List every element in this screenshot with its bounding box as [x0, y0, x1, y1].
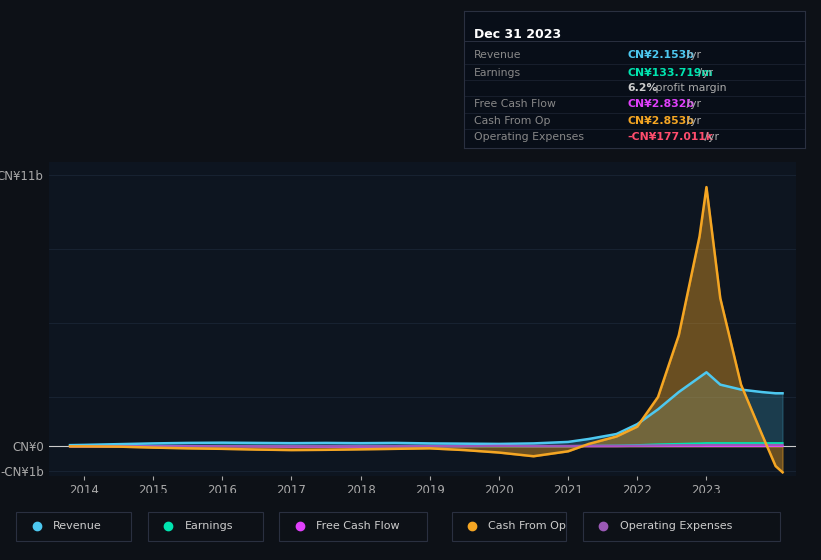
Text: Operating Expenses: Operating Expenses — [474, 132, 584, 142]
Bar — [16, 512, 131, 541]
Text: /yr: /yr — [682, 100, 700, 110]
Bar — [148, 512, 263, 541]
Text: /yr: /yr — [701, 132, 719, 142]
Text: Dec 31 2023: Dec 31 2023 — [474, 27, 562, 41]
Bar — [452, 512, 566, 541]
Text: CN¥133.719m: CN¥133.719m — [627, 68, 713, 78]
Text: Cash From Op: Cash From Op — [474, 116, 551, 126]
Text: Operating Expenses: Operating Expenses — [620, 521, 732, 531]
Text: CN¥2.153b: CN¥2.153b — [627, 50, 695, 60]
Text: /yr: /yr — [682, 50, 700, 60]
Text: Earnings: Earnings — [474, 68, 521, 78]
Text: Earnings: Earnings — [185, 521, 233, 531]
Text: Revenue: Revenue — [474, 50, 521, 60]
Text: profit margin: profit margin — [652, 83, 727, 93]
Text: Free Cash Flow: Free Cash Flow — [316, 521, 400, 531]
Text: CN¥2.853b: CN¥2.853b — [627, 116, 695, 126]
Text: CN¥2.832b: CN¥2.832b — [627, 100, 695, 110]
Text: Free Cash Flow: Free Cash Flow — [474, 100, 556, 110]
Text: Cash From Op: Cash From Op — [488, 521, 566, 531]
Text: 6.2%: 6.2% — [627, 83, 658, 93]
Text: /yr: /yr — [682, 116, 700, 126]
Text: -CN¥177.011k: -CN¥177.011k — [627, 132, 713, 142]
Bar — [279, 512, 427, 541]
Text: Revenue: Revenue — [53, 521, 102, 531]
Bar — [583, 512, 780, 541]
Text: /yr: /yr — [695, 68, 713, 78]
